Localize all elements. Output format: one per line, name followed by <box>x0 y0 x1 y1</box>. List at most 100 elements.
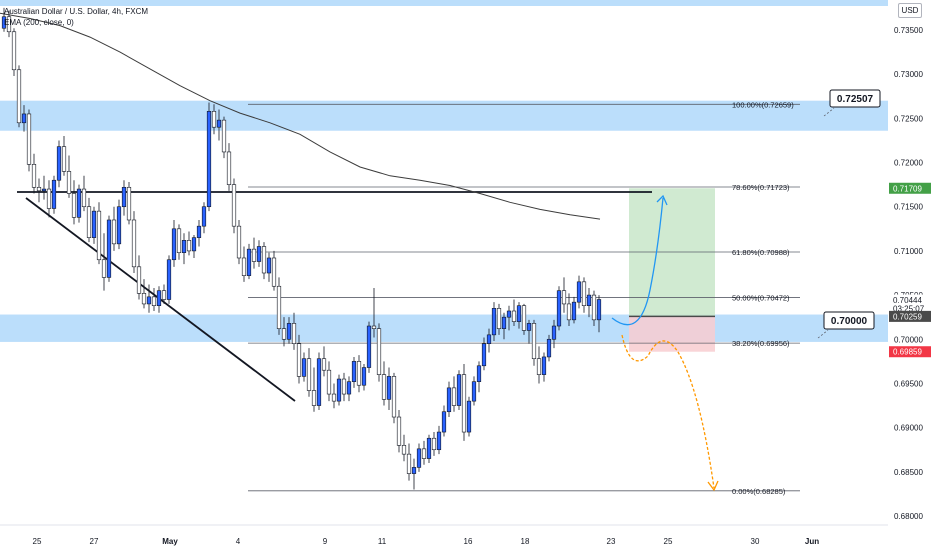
y-tick-label: 0.69000 <box>894 424 923 433</box>
candle-body <box>421 448 427 459</box>
candle <box>16 65 22 128</box>
candle <box>271 250 277 291</box>
price-label-box-4 <box>889 346 931 358</box>
candle <box>261 242 267 280</box>
candle <box>481 337 487 371</box>
candle-body <box>301 358 307 377</box>
candle-body <box>116 206 122 245</box>
y-tick-label: 0.72500 <box>894 114 923 123</box>
candle <box>61 136 67 176</box>
candle <box>551 319 557 349</box>
candle <box>171 219 177 267</box>
price-label-0: 0.71709 <box>893 184 922 193</box>
chart-title: Australian Dollar / U.S. Dollar, 4h, FXC… <box>4 7 149 16</box>
time-axis[interactable]: 25 27 May 4 9 11 16 18 23 25 30 Jun <box>0 524 888 546</box>
currency-button[interactable]: USD <box>898 3 922 18</box>
callout-box-1[interactable] <box>823 311 875 330</box>
candle-body <box>186 240 192 252</box>
candle <box>41 175 47 200</box>
candle <box>36 178 42 203</box>
x-tick-label: 18 <box>521 537 530 546</box>
projection-arrows[interactable] <box>611 194 719 492</box>
candle <box>11 28 17 76</box>
candle <box>351 356 357 388</box>
bullish-arrow[interactable] <box>611 197 664 326</box>
candle <box>516 302 522 329</box>
candle <box>106 215 112 282</box>
candle <box>406 443 412 481</box>
callout-box-0[interactable] <box>829 89 881 108</box>
fib-label-3: 50.00%(0.70472) <box>732 294 790 303</box>
candle-body <box>226 151 232 185</box>
candle <box>401 434 407 462</box>
candle-body <box>446 387 452 413</box>
candle <box>196 219 202 247</box>
candle-body <box>41 188 47 192</box>
candle <box>266 252 272 282</box>
candle-body <box>596 299 602 321</box>
zone-band-1 <box>0 314 888 342</box>
candle-body <box>481 343 487 367</box>
candle-body <box>296 343 302 377</box>
candle-body <box>366 325 372 368</box>
fibonacci-retracement[interactable]: 100.00%(0.72659) 78.60%(0.71723) 61.80%(0.… <box>248 100 800 496</box>
candle <box>121 180 127 216</box>
candle <box>421 440 427 465</box>
candle <box>131 211 137 273</box>
candle-body <box>426 437 432 459</box>
candle <box>186 231 192 256</box>
candle <box>556 286 562 331</box>
y-tick-label: 0.71500 <box>894 203 923 212</box>
candle-body <box>126 186 132 221</box>
candle-body <box>571 301 577 321</box>
candle-body <box>286 323 292 340</box>
candle <box>321 346 327 377</box>
x-tick-label: 11 <box>378 537 387 546</box>
candle <box>491 302 497 342</box>
candle-body <box>586 294 592 306</box>
candle-body <box>211 110 217 128</box>
candle-body <box>71 193 77 218</box>
candle-body <box>541 356 547 375</box>
candle <box>396 409 402 453</box>
candle <box>26 109 32 172</box>
candle <box>506 305 512 331</box>
candle-body <box>281 328 287 340</box>
candle <box>166 255 172 304</box>
candle-body <box>416 448 422 468</box>
candle-body <box>206 110 212 208</box>
candle <box>386 367 392 410</box>
x-tick-label: 25 <box>664 537 673 546</box>
candle-body <box>581 281 587 306</box>
candle <box>146 284 152 313</box>
long-position-tool[interactable] <box>629 188 715 352</box>
candle-body <box>576 281 582 303</box>
candle-body <box>506 310 512 318</box>
price-callouts[interactable]: 0.72507 0.70000 <box>817 89 881 339</box>
stop-zone[interactable] <box>629 316 715 352</box>
candle-body <box>501 316 507 329</box>
x-tick-label: 30 <box>751 537 760 546</box>
candle <box>161 284 167 304</box>
candle <box>526 319 532 344</box>
candle-body <box>521 305 527 331</box>
candle <box>336 374 342 406</box>
candle-body <box>161 290 167 300</box>
candle <box>286 317 292 344</box>
candle-body <box>176 228 182 253</box>
candle <box>31 153 37 194</box>
candle-body <box>196 225 202 238</box>
candle <box>371 288 377 338</box>
candle <box>591 290 597 327</box>
candle-body <box>371 325 377 329</box>
candle <box>231 178 237 234</box>
x-tick-label: 4 <box>236 537 241 546</box>
indicator-legend[interactable]: EMA (200, close, 0) <box>4 18 74 27</box>
price-axis[interactable]: 0.73500 0.73000 0.72500 0.72000 0.71500 0.710… <box>888 0 932 550</box>
candle <box>531 319 537 366</box>
candle-body <box>106 219 112 278</box>
candle-body <box>511 310 517 322</box>
candle-body <box>386 376 392 400</box>
